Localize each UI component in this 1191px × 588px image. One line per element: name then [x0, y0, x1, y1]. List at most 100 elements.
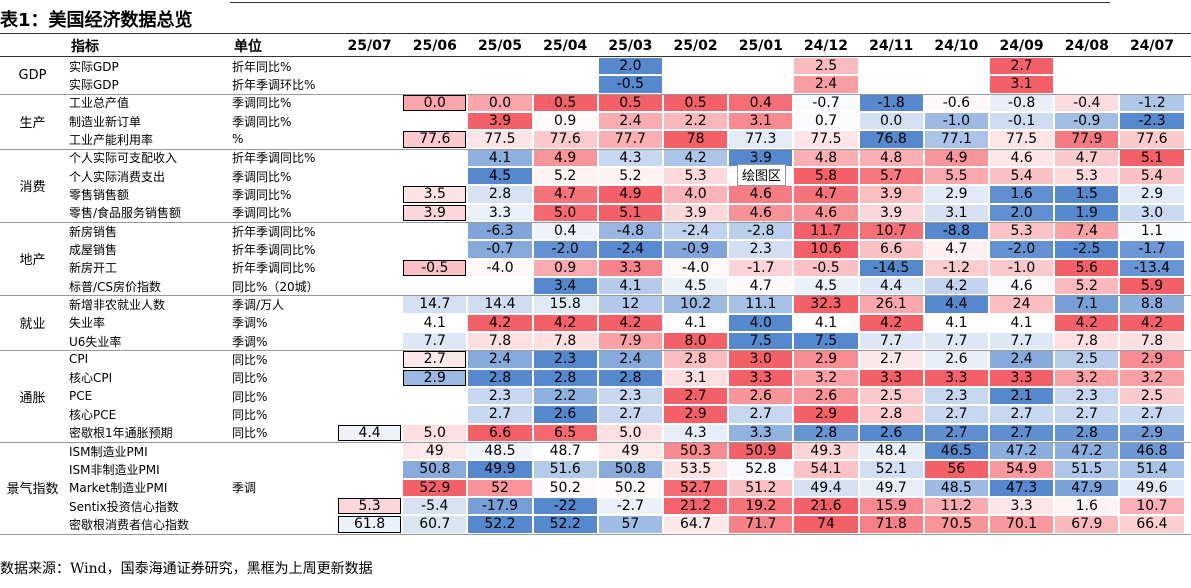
value-cell: 2.6	[533, 406, 597, 423]
value-cell: 4.4	[859, 277, 923, 295]
value-cell: 52.9	[403, 479, 467, 496]
value-cell: 4.1	[403, 314, 467, 331]
value-cell: 2.8	[664, 351, 728, 368]
value-cell: 48.7	[533, 442, 597, 460]
value-cell: 4.1	[990, 314, 1054, 331]
value-cell: 7.7	[990, 332, 1054, 350]
value-cell: 0.4	[533, 222, 597, 240]
value-cell: -0.4	[1055, 94, 1119, 111]
value-cell: 11.2	[924, 497, 988, 515]
value-cell: 2.9	[794, 406, 858, 423]
value-cell: -2.4	[598, 241, 662, 258]
value-cell: 7.1	[1055, 296, 1119, 313]
unit: 季调/万人	[232, 297, 285, 312]
column-header: 25/03	[608, 37, 653, 54]
indicator: 新房销售	[69, 224, 118, 239]
column-header: 25/04	[543, 37, 588, 54]
value-cell: 64.7	[664, 516, 728, 533]
value-cell: 50.2	[533, 479, 597, 496]
unit: 季调同比%	[232, 96, 292, 111]
value-cell: 5.8	[794, 167, 858, 185]
value-cell: 2.9	[403, 369, 467, 386]
group-label: 地产	[19, 253, 46, 269]
group-separator	[0, 441, 1191, 443]
value-cell: 67.9	[1055, 516, 1119, 533]
indicator: 个人实际消费支出	[69, 169, 166, 184]
value-cell: 2.8	[1055, 424, 1119, 441]
value-cell: 4.9	[533, 149, 597, 166]
value-cell: 2.9	[794, 351, 858, 368]
unit: 同比%	[232, 407, 268, 422]
group-separator	[0, 533, 1191, 535]
value-cell: 0.7	[794, 112, 858, 130]
value-cell: 57	[598, 516, 662, 533]
top-rule	[230, 2, 1110, 3]
value-cell: -2.7	[598, 497, 662, 515]
value-cell: 3.9	[664, 204, 728, 221]
value-cell: -2.0	[533, 241, 597, 258]
value-cell: -17.9	[468, 497, 532, 515]
value-cell: 52	[468, 479, 532, 496]
unit: 折年季调同比%	[232, 261, 316, 276]
value-cell: 5.4	[990, 167, 1054, 185]
value-cell: 0.9	[533, 259, 597, 276]
value-cell: 4.2	[598, 314, 662, 331]
group-separator	[0, 221, 1191, 223]
value-cell: 5.5	[924, 167, 988, 185]
value-cell: 2.7	[924, 424, 988, 441]
value-cell: 2.2	[664, 112, 728, 130]
value-cell: 61.8	[338, 516, 402, 533]
value-cell: -6.3	[468, 222, 532, 240]
value-cell: 49.9	[468, 461, 532, 478]
value-cell: 2.4	[598, 351, 662, 368]
group-separator	[0, 295, 1191, 297]
value-cell: 2.6	[859, 424, 923, 441]
value-cell: 50.9	[729, 442, 793, 460]
value-cell: 11.7	[794, 222, 858, 240]
group-label: 就业	[19, 317, 46, 333]
value-cell: 50.8	[598, 461, 662, 478]
column-header: 25/01	[738, 37, 783, 54]
value-cell: -4.0	[664, 259, 728, 276]
value-cell: 14.4	[468, 296, 532, 313]
unit: 折年季调同比%	[232, 151, 316, 166]
value-cell: 2.7	[598, 406, 662, 423]
value-cell: 2.9	[1120, 351, 1184, 368]
value-cell: 6.5	[533, 424, 597, 441]
value-cell: 77.5	[468, 131, 532, 148]
value-cell: 50.8	[403, 461, 467, 478]
value-cell: -1.0	[990, 259, 1054, 276]
header-bottom	[0, 56, 1191, 57]
value-cell: -5.4	[403, 497, 467, 515]
value-cell: 2.4	[468, 351, 532, 368]
value-cell: 4.6	[794, 204, 858, 221]
value-cell: 3.9	[859, 186, 923, 203]
value-cell: 4.1	[794, 314, 858, 331]
value-cell: 2.8	[533, 369, 597, 386]
value-cell: 77.1	[924, 131, 988, 148]
value-cell: 3.1	[664, 369, 728, 386]
value-cell: 2.7	[664, 387, 728, 405]
value-cell: 77.5	[794, 131, 858, 148]
value-cell: 3.3	[990, 369, 1054, 386]
value-cell: 77.5	[990, 131, 1054, 148]
value-cell: 3.9	[729, 149, 793, 166]
value-cell: 71.7	[729, 516, 793, 533]
indicator: 标普/CS房价指数	[69, 279, 162, 294]
value-cell: 4.3	[664, 424, 728, 441]
value-cell: 49.3	[794, 442, 858, 460]
value-cell: 51.6	[533, 461, 597, 478]
value-cell: 3.2	[1120, 369, 1184, 386]
value-cell: 4.7	[1055, 149, 1119, 166]
value-cell: 52.7	[664, 479, 728, 496]
value-cell: 10.2	[664, 296, 728, 313]
value-cell: 46.5	[924, 442, 988, 460]
value-cell: -1.0	[924, 112, 988, 130]
value-cell: -0.8	[990, 94, 1054, 111]
column-header: 单位	[234, 38, 262, 55]
value-cell: 5.3	[338, 497, 402, 515]
unit: 季调同比%	[232, 187, 292, 202]
value-cell: -1.7	[729, 259, 793, 276]
value-cell: 5.7	[859, 167, 923, 185]
value-cell: 2.4	[794, 76, 858, 93]
